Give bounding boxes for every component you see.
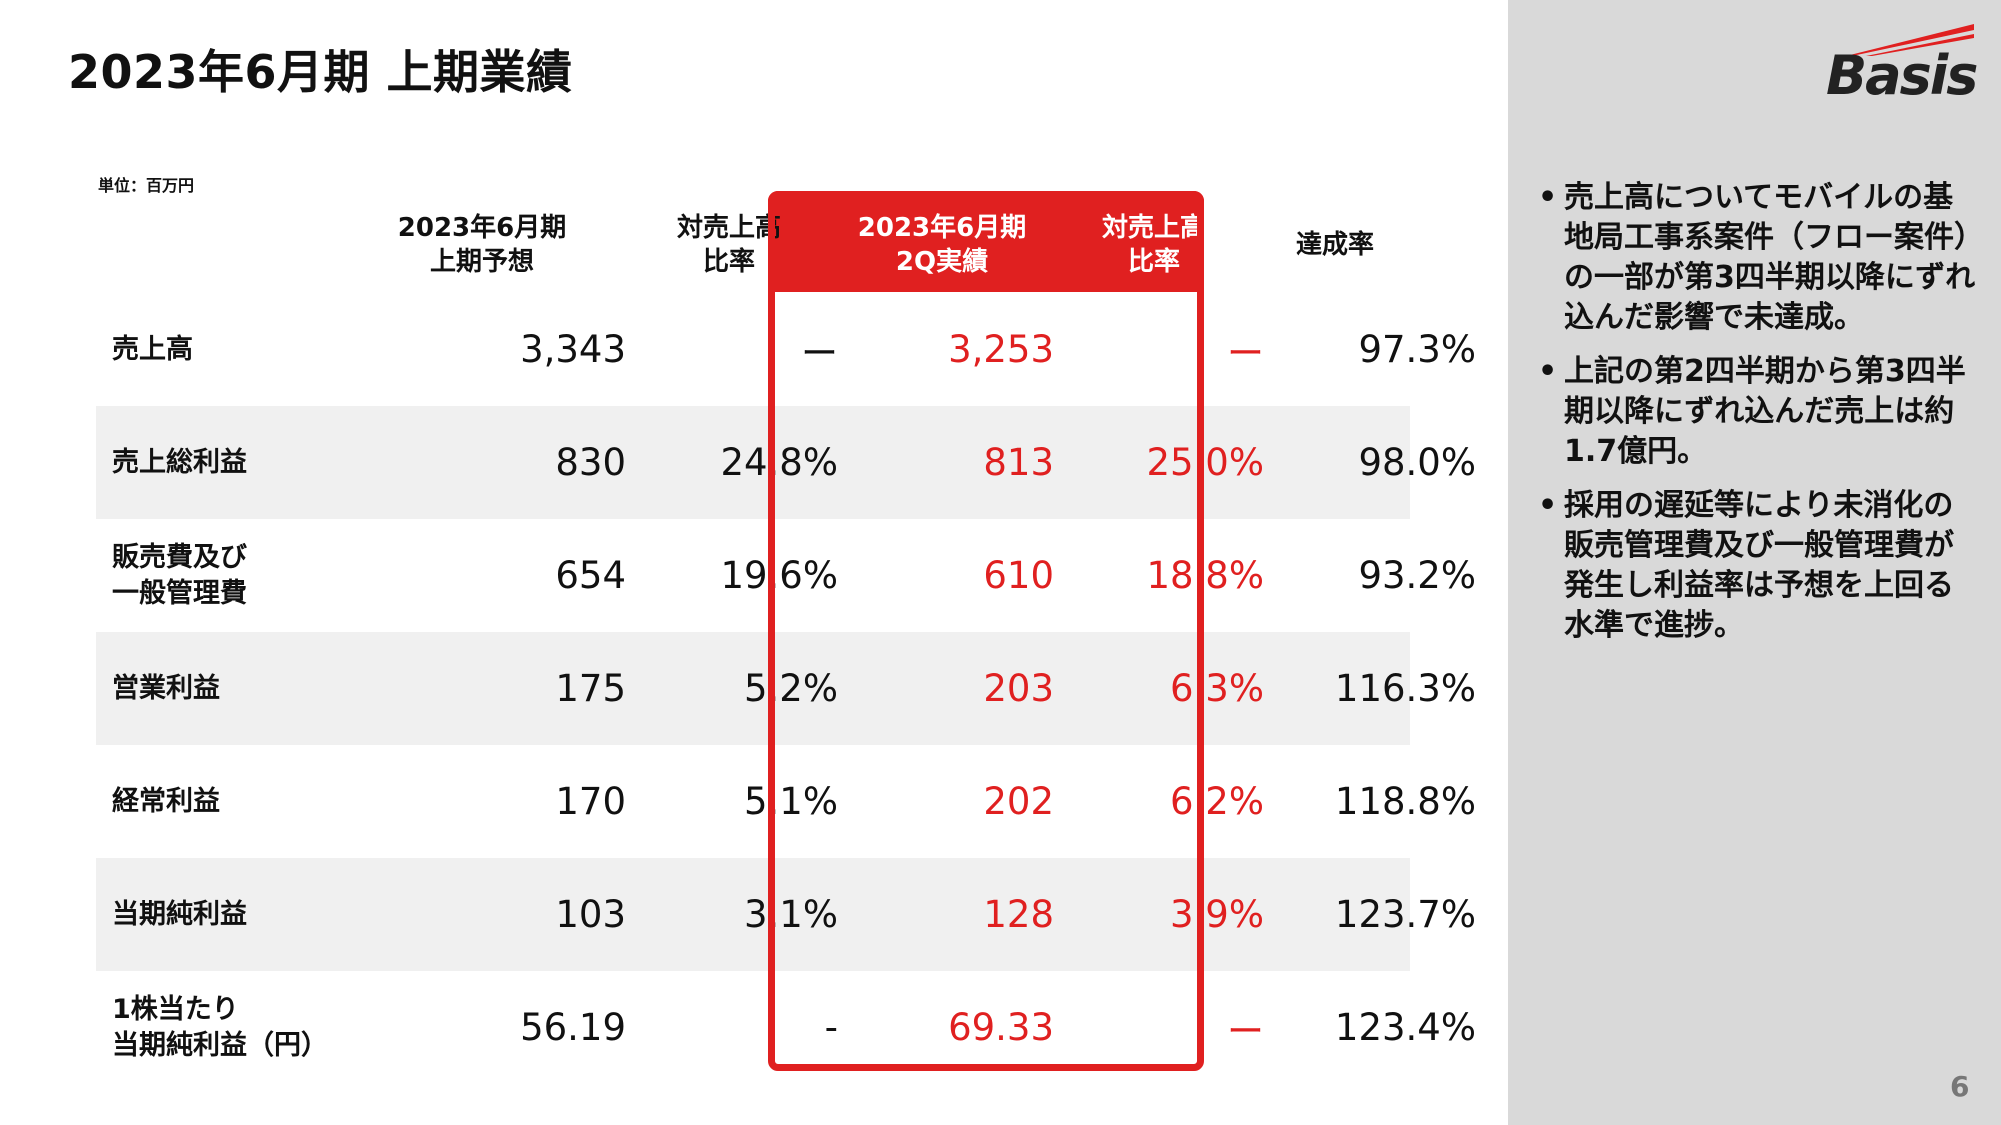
actual-ratio-value: ー [1227,331,1264,375]
row-label: 売上高 [112,333,193,365]
row-label: 販売費及び 一般管理費 [112,541,247,609]
forecast-ratio-value: 19.6% [720,554,838,597]
actual-value: 610 [983,554,1054,597]
page-number: 6 [1950,1070,1970,1103]
basis-logo: Basis [1826,22,1978,107]
actual-value: 203 [983,667,1054,710]
row-label: 経常利益 [112,785,220,817]
header-forecast-ratio: 対売上高 比率 [676,212,781,277]
summary-bullets: 売上高についてモバイルの基地局工事系案件（フロー案件）の一部が第3四半期以降にず… [1538,178,1978,660]
list-item: 採用の遅延等により未消化の販売管理費及び一般管理費が発生し利益率は予想を上回る水… [1538,486,1978,646]
forecast-ratio-value: ー [801,331,838,375]
table-row: 経常利益 170 5.1% 202 6.2% 118.8% [96,745,1476,858]
actual-value: 69.33 [948,1006,1054,1049]
slide-main: 2023年6月期 上期業績 単位：百万円 2023年6月期 上期予想 対売上高 … [68,45,1476,1084]
table-row: 売上総利益 830 24.8% 813 25.0% 98.0% [96,406,1476,519]
forecast-ratio-value: 5.1% [744,780,838,823]
actual-value: 813 [983,441,1054,484]
table-row: 当期純利益 103 3.1% 128 3.9% 123.7% [96,858,1476,971]
forecast-ratio-value: 3.1% [744,893,838,936]
forecast-value: 3,343 [520,328,626,371]
header-achievement: 達成率 [1295,229,1374,260]
page-title: 2023年6月期 上期業績 [68,45,573,99]
list-item: 売上高についてモバイルの基地局工事系案件（フロー案件）の一部が第3四半期以降にず… [1538,178,1978,338]
logo-text: Basis [1826,44,1978,107]
forecast-value: 103 [555,893,626,936]
highlight-header-bg [768,191,1204,292]
achievement-value: 98.0% [1358,441,1476,484]
table-row: 営業利益 175 5.2% 203 6.3% 116.3% [96,632,1476,745]
logo-swoosh-icon [1846,24,1974,56]
forecast-value: 170 [555,780,626,823]
forecast-ratio-value: 5.2% [744,667,838,710]
achievement-value: 116.3% [1334,667,1476,710]
achievement-value: 93.2% [1358,554,1476,597]
actual-value: 202 [983,780,1054,823]
table-row: 売上高 3,343 ー 3,253 ー 97.3% [96,293,1476,406]
table-header-row: 2023年6月期 上期予想 対売上高 比率 2023年6月期 2Q実績 対売上高… [96,196,1410,293]
list-item: 上記の第2四半期から第3四半期以降にずれ込んだ売上は約1.7億円。 [1538,352,1978,472]
actual-ratio-value: ー [1227,1009,1264,1053]
table-row: 1株当たり 当期純利益（円） 56.19 - 69.33 ー 123.4% [96,971,1476,1084]
header-actual-ratio: 対売上高 比率 [1101,212,1206,277]
actual-ratio-value: 18.8% [1146,554,1264,597]
actual-ratio-value: 6.2% [1170,780,1264,823]
achievement-value: 123.4% [1334,1006,1476,1049]
forecast-ratio-value: - [824,1006,838,1049]
actual-ratio-value: 25.0% [1146,441,1264,484]
forecast-value: 56.19 [520,1006,626,1049]
row-label: 1株当たり 当期純利益（円） [112,993,328,1061]
actual-value: 128 [983,893,1054,936]
actual-ratio-value: 3.9% [1170,893,1264,936]
forecast-ratio-value: 24.8% [720,441,838,484]
row-label: 営業利益 [112,672,220,704]
achievement-value: 123.7% [1334,893,1476,936]
forecast-value: 654 [555,554,626,597]
row-label: 売上総利益 [112,446,247,478]
forecast-value: 830 [555,441,626,484]
achievement-value: 97.3% [1358,328,1476,371]
table-row: 販売費及び 一般管理費 654 19.6% 610 18.8% 93.2% [96,519,1476,632]
header-actual: 2023年6月期 2Q実績 [857,212,1027,277]
forecast-value: 175 [555,667,626,710]
row-label: 当期純利益 [112,898,247,930]
actual-value: 3,253 [948,328,1054,371]
unit-label: 単位：百万円 [98,176,195,195]
header-forecast: 2023年6月期 上期予想 [397,212,567,277]
achievement-value: 118.8% [1334,780,1476,823]
actual-ratio-value: 6.3% [1170,667,1264,710]
